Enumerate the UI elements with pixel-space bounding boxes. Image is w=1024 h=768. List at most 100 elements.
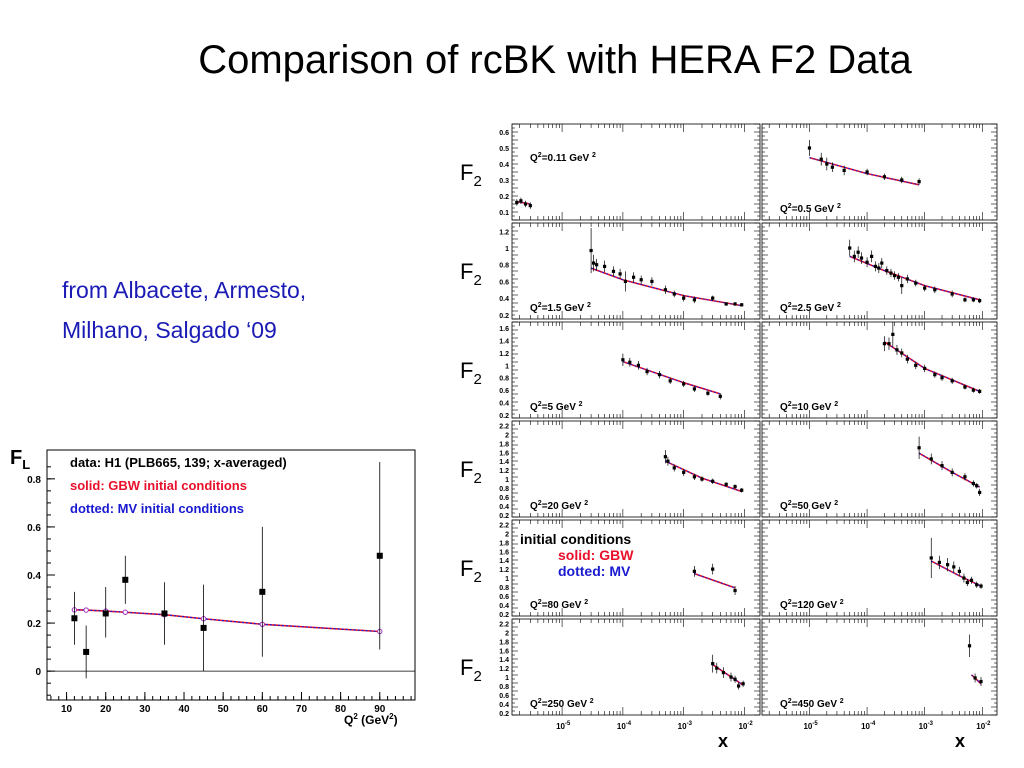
f2-data-point [963, 475, 967, 479]
f2-ytick-label: 1.6 [499, 648, 509, 655]
f2-ytick-label: 0.2 [499, 194, 509, 201]
f2-data-point [825, 162, 829, 166]
f2-data-point [672, 466, 676, 470]
f2-ytick-label: 0.1 [499, 210, 509, 217]
f2-xtick-label: 10-4 [861, 721, 876, 731]
f2-data-point [592, 261, 596, 265]
f2-q2-label: Q2=10 GeV 2 [780, 401, 838, 413]
fl-data-point [376, 552, 383, 559]
fl-xtick-label: 80 [335, 704, 347, 715]
f2-data-point [969, 578, 974, 582]
fl-data-point [259, 588, 266, 595]
fl-xtick-label: 30 [139, 704, 151, 715]
f2-data-point [718, 394, 722, 398]
f2-data-point [895, 348, 899, 352]
f2-data-point [979, 584, 983, 588]
f2-ytick-label: 1.4 [499, 558, 509, 565]
fl-ytick-label: 0 [35, 667, 41, 678]
f2-ytick-label: 1.8 [499, 441, 509, 448]
f2-xtick-label: 10-2 [976, 721, 991, 731]
f2-data-point [914, 363, 918, 367]
f2-data-point [859, 256, 864, 260]
f2-panel: Q2=2.5 GeV 2 [761, 222, 998, 320]
f2-xlabel: x [718, 731, 728, 751]
f2-data-point [711, 662, 715, 666]
f2-ytick-label: 0.8 [499, 486, 509, 493]
f2-data-point [940, 376, 944, 380]
f2-data-point [896, 275, 901, 279]
f2-data-point [905, 357, 909, 361]
f2-data-point [923, 366, 927, 371]
f2-data-point [740, 488, 744, 492]
f2-ytick-label: 0.2 [499, 513, 509, 520]
f2-data-point [682, 470, 686, 474]
f2-data-point [856, 250, 860, 254]
f2-data-point [631, 275, 636, 279]
f2-data-point [618, 272, 622, 276]
f2-data-point [733, 677, 737, 681]
f2-data-point [885, 268, 889, 273]
fl-xtick-label: 90 [374, 704, 386, 715]
f2-ytick-label: 1 [505, 675, 509, 682]
f2-row-label: F2 [460, 457, 482, 487]
f2-data-point [700, 477, 704, 481]
f2-xtick-label: 10-5 [803, 721, 818, 731]
f2-data-point [628, 360, 632, 364]
f2-data-point [692, 475, 696, 479]
f2-ytick-label: 2.2 [499, 621, 509, 628]
fl-xtick-label: 60 [257, 704, 269, 715]
fl-xtick-label: 20 [100, 704, 112, 715]
f2-ytick-label: 0.3 [499, 178, 509, 185]
f2-data-point [963, 385, 967, 389]
f2-data-point [682, 382, 686, 386]
f2-panel: Q2=10 GeV 2 [761, 321, 998, 419]
f2-gbw-curve [883, 341, 980, 393]
f2-data-point [882, 342, 887, 346]
f2-data-point [978, 389, 982, 393]
f2-q2-label: Q2=450 GeV 2 [780, 698, 844, 710]
f2-data-point [880, 261, 884, 265]
f2-data-point [892, 273, 897, 278]
f2-ytick-label: 0.4 [499, 296, 509, 303]
f2-data-point [882, 175, 887, 179]
f2-ytick-label: 0.6 [499, 495, 509, 502]
f2-ytick-label: 2 [505, 432, 509, 439]
f2-data-point [721, 670, 725, 675]
f2-data-point [711, 479, 715, 483]
f2-ytick-label: 1 [505, 576, 509, 583]
f2-mv-curve [590, 267, 742, 307]
f2-panel: 0.2 0.4 0.6 0.8 1 1.2 1.4 1.6 1.8 2 2.2 Q2=20 GeV 2 [499, 420, 761, 520]
f2-data-point [639, 278, 643, 282]
f2-data-point [963, 298, 967, 302]
f2-data-point [950, 292, 954, 296]
f2-data-point [711, 296, 715, 300]
f2-data-point [523, 202, 528, 206]
f2-data-point [621, 358, 625, 362]
f2-q2-label: Q2=120 GeV 2 [780, 599, 844, 611]
f2-ytick-label: 1.2 [499, 567, 509, 574]
citation-line-1: from Albacete, Armesto, [62, 277, 307, 303]
citation-line-2: Milhano, Salgado ‘09 [62, 317, 277, 343]
f2-data-point [940, 464, 944, 468]
f2-data-point [515, 200, 519, 204]
f2-data-point [933, 373, 937, 377]
f2-ytick-label: 0.8 [499, 684, 509, 691]
f2-panel: 0.2 0.4 0.6 0.8 1 1.2 1.4 1.6 1.8 2 2.2 Q2=250 GeV … [499, 618, 761, 718]
f2-q2-label: Q2=20 GeV 2 [530, 500, 588, 512]
f2-data-point [950, 470, 954, 474]
f2-data-point [602, 264, 607, 269]
f2-row-label: F2 [460, 556, 482, 586]
f2-ytick-label: 1.8 [499, 639, 509, 646]
f2-data-point [528, 204, 532, 208]
f2-data-point [933, 288, 937, 292]
f2-panel: Q2=0.5 GeV 2 [761, 123, 998, 221]
f2-data-point [645, 369, 649, 374]
f2-data-point [715, 666, 719, 670]
f2-q2-label: Q2=250 GeV 2 [530, 698, 594, 710]
f2-ytick-label: 1 [505, 477, 509, 484]
f2-data-point [724, 302, 728, 306]
f2-data-point [741, 682, 745, 686]
f2-data-point [830, 165, 834, 169]
f2-xtick-label: 10-3 [919, 721, 934, 731]
